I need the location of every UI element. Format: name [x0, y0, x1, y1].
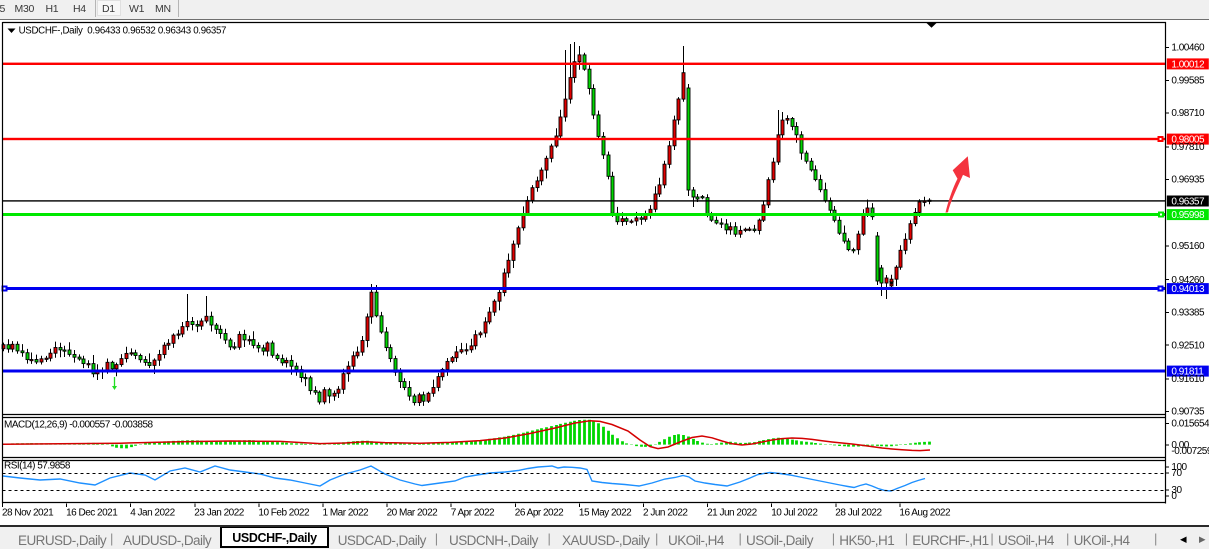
svg-text:0.91610: 0.91610 — [1171, 374, 1205, 385]
svg-text:21 Jun 2022: 21 Jun 2022 — [707, 507, 757, 518]
svg-text:0.015654: 0.015654 — [1171, 419, 1209, 430]
svg-text:70: 70 — [1171, 468, 1182, 479]
svg-text:1.00012: 1.00012 — [1171, 60, 1205, 71]
svg-text:0.98005: 0.98005 — [1171, 135, 1205, 146]
svg-text:0.96935: 0.96935 — [1171, 175, 1205, 186]
svg-text:23 Jan 2022: 23 Jan 2022 — [194, 507, 244, 518]
svg-text:10 Jul 2022: 10 Jul 2022 — [771, 507, 818, 518]
svg-text:28 Nov 2021: 28 Nov 2021 — [2, 507, 54, 518]
svg-text:0.99585: 0.99585 — [1171, 75, 1205, 86]
svg-text:0.90735: 0.90735 — [1171, 407, 1205, 418]
svg-text:0.95998: 0.95998 — [1171, 210, 1205, 221]
svg-text:16 Dec 2021: 16 Dec 2021 — [66, 507, 118, 518]
svg-text:MACD(12,26,9) -0.000557 -0.003: MACD(12,26,9) -0.000557 -0.003858 — [4, 420, 154, 431]
svg-text:10 Feb 2022: 10 Feb 2022 — [258, 507, 310, 518]
svg-text:0.91811: 0.91811 — [1171, 367, 1204, 378]
svg-text:USDCHF-,Daily 0.96433 0.96532: USDCHF-,Daily 0.96433 0.96532 0.96343 0.… — [19, 25, 227, 36]
svg-text:0.94013: 0.94013 — [1171, 284, 1205, 295]
svg-text:0.92510: 0.92510 — [1171, 340, 1205, 351]
svg-text:-0.007259: -0.007259 — [1171, 446, 1209, 457]
svg-text:20 Mar 2022: 20 Mar 2022 — [387, 507, 439, 518]
svg-text:RSI(14) 57.9858: RSI(14) 57.9858 — [4, 461, 71, 472]
svg-text:30: 30 — [1171, 485, 1182, 496]
svg-text:0.93385: 0.93385 — [1171, 308, 1205, 319]
svg-text:2 Jun 2022: 2 Jun 2022 — [643, 507, 688, 518]
svg-text:100: 100 — [1171, 462, 1187, 473]
svg-text:1.00460: 1.00460 — [1171, 43, 1205, 54]
svg-text:4 Jan 2022: 4 Jan 2022 — [130, 507, 175, 518]
svg-text:7 Apr 2022: 7 Apr 2022 — [451, 507, 495, 518]
svg-text:0.95160: 0.95160 — [1171, 241, 1205, 252]
svg-text:1 Mar 2022: 1 Mar 2022 — [323, 507, 370, 518]
svg-text:28 Jul 2022: 28 Jul 2022 — [835, 507, 882, 518]
svg-text:0: 0 — [1171, 491, 1177, 502]
svg-text:26 Apr 2022: 26 Apr 2022 — [515, 507, 564, 518]
svg-text:0.94260: 0.94260 — [1171, 275, 1205, 286]
svg-text:0.98710: 0.98710 — [1171, 108, 1205, 119]
svg-text:0.97810: 0.97810 — [1171, 142, 1205, 153]
svg-text:0.96357: 0.96357 — [1171, 197, 1205, 208]
svg-text:15 May 2022: 15 May 2022 — [579, 507, 632, 518]
svg-text:16 Aug 2022: 16 Aug 2022 — [899, 507, 951, 518]
svg-text:0.00: 0.00 — [1171, 440, 1189, 451]
